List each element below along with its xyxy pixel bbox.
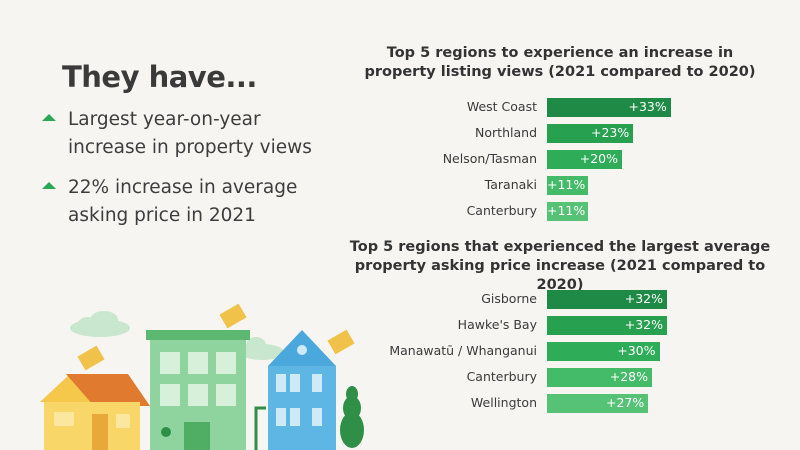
page-headline: They have... <box>62 60 257 94</box>
up-triangle-icon <box>42 182 56 189</box>
bar <box>547 316 667 335</box>
category-label: Gisborne <box>481 291 537 306</box>
data-label: +11% <box>547 203 586 218</box>
tree-icon <box>340 386 364 448</box>
category-label: Manawatū / Whanganui <box>389 343 537 358</box>
data-label: +30% <box>617 343 656 358</box>
category-label: Canterbury <box>466 369 537 384</box>
bar <box>547 176 589 195</box>
data-label: +20% <box>579 151 618 166</box>
data-label: +27% <box>605 395 645 410</box>
price-tag-icon <box>219 303 247 329</box>
category-label: Northland <box>475 125 537 140</box>
house-icon <box>40 374 150 450</box>
house-icon <box>268 330 336 450</box>
bar <box>547 150 622 169</box>
category-label: Nelson/Tasman <box>442 151 537 166</box>
bullet-text-line: asking price in 2021 <box>68 205 256 226</box>
data-label: +32% <box>624 291 663 306</box>
cloud-icon <box>240 337 284 360</box>
category-label: Hawke's Bay <box>457 317 537 332</box>
chart-title-views: Top 5 regions to experience an increase … <box>330 44 790 82</box>
chart-title-line: property asking price increase (2021 com… <box>354 258 766 293</box>
bullet-text-line: 22% increase in average <box>68 177 298 198</box>
chart-title-price: Top 5 regions that experienced the large… <box>330 238 790 295</box>
price-tag-icon <box>77 345 105 371</box>
up-triangle-icon <box>42 114 56 121</box>
category-label: West Coast <box>466 99 537 114</box>
cloud-icon <box>70 311 130 337</box>
bullet-views: Largest year-on-year increase in propert… <box>42 106 312 162</box>
bar <box>547 124 634 143</box>
bar <box>547 368 652 387</box>
bar <box>547 394 649 413</box>
category-label: Taranaki <box>484 177 537 192</box>
data-label: +23% <box>590 125 630 140</box>
bar <box>547 98 671 117</box>
bar <box>547 342 660 361</box>
data-label: +32% <box>624 317 663 332</box>
data-label: +28% <box>609 369 648 384</box>
category-label: Canterbury <box>466 203 537 218</box>
chart-title-line: Top 5 regions to experience an increase … <box>386 45 734 61</box>
price-tag-icon <box>327 329 355 355</box>
data-label: +11% <box>547 177 586 192</box>
data-label: +33% <box>628 99 667 114</box>
bullet-price: 22% increase in average asking price in … <box>42 174 297 230</box>
bullet-text-line: Largest year-on-year <box>68 109 261 130</box>
category-label: Wellington <box>470 395 537 410</box>
chart-title-line: Top 5 regions that experienced the large… <box>349 239 771 255</box>
bar <box>547 202 589 221</box>
houses-illustration <box>40 303 364 450</box>
lamp-post-icon <box>254 406 266 450</box>
bullet-text-line: increase in property views <box>68 137 312 158</box>
chart-title-line: property listing views (2021 compared to… <box>364 64 756 80</box>
apartment-building-icon <box>146 330 250 450</box>
bar <box>547 290 667 309</box>
